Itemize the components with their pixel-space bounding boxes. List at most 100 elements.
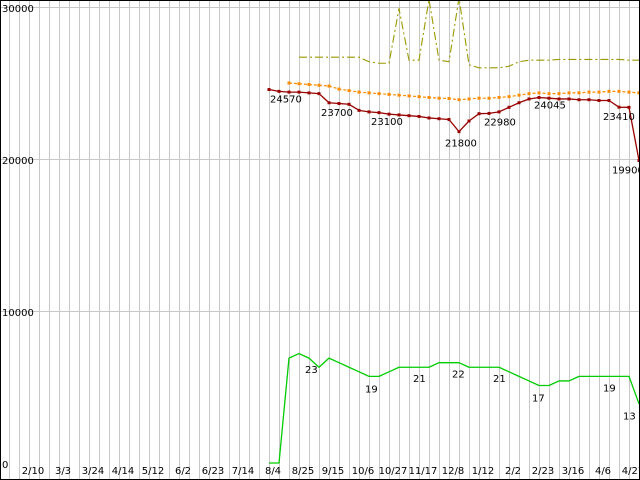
point-marker [477,112,481,116]
point-marker [287,90,291,94]
point-marker [287,81,291,85]
data-point-label: 19 [365,384,378,395]
data-point-label: 23 [305,365,318,376]
x-tick-label: 9/15 [322,466,344,477]
point-marker [467,97,471,101]
point-marker [637,91,639,95]
point-marker [477,96,481,100]
point-marker [327,101,331,105]
point-marker [357,90,361,94]
point-marker [357,108,361,112]
point-marker [407,94,411,98]
point-marker [347,102,351,106]
series-green-solid-line [269,352,639,464]
point-marker [567,91,571,95]
x-tick-label: 5/12 [142,466,164,477]
point-marker [467,119,471,123]
point-marker [617,89,621,93]
x-tick-label: 6/23 [202,466,224,477]
point-marker [427,116,431,120]
x-tick-label: 1/12 [472,466,494,477]
point-marker [457,98,461,102]
data-point-label: 22 [452,370,465,381]
point-marker [277,89,281,93]
point-marker [567,97,571,101]
x-tick-label: 3/24 [82,466,104,477]
data-point-label: 17 [532,393,545,404]
x-tick-label: 2/23 [532,466,554,477]
data-point-label: 24045 [534,101,566,112]
y-tick-label: 30000 [2,4,34,15]
x-tick-label: 6/2 [175,466,191,477]
value-annotations: 24570 23700 23100 21800 22980 24045 23410 19900… [270,95,639,423]
point-marker [317,92,321,96]
point-marker [557,92,561,96]
data-point-label: 23100 [371,117,403,128]
point-marker [587,98,591,102]
point-marker [377,92,381,96]
series-orange-dashed-line [287,81,639,102]
point-marker [627,90,631,94]
point-marker [577,98,581,102]
point-marker [597,90,601,94]
point-marker [317,83,321,87]
point-marker [437,117,441,121]
point-marker [517,101,521,105]
point-marker [417,114,421,118]
axis-labels: 0 10000 20000 30000 2/10 3/3 3/24 4/14 5/12 6/2 6/… [2,4,639,477]
point-marker [507,95,511,99]
point-marker [337,87,341,91]
point-marker [387,92,391,96]
point-marker [627,105,631,109]
point-marker [497,110,501,114]
point-marker [537,91,541,95]
x-tick-label: 4/14 [112,466,134,477]
x-tick-label: 12/8 [442,466,464,477]
series-red-solid-line [267,88,639,163]
point-marker [297,90,301,94]
point-marker [297,82,301,86]
point-marker [507,105,511,109]
point-marker [447,97,451,101]
point-marker [387,112,391,116]
point-marker [367,91,371,95]
x-tick-label: 10/6 [352,466,374,477]
data-point-label: 22980 [484,118,516,129]
x-tick-label: 7/14 [232,466,254,477]
point-marker [617,105,621,109]
point-marker [587,90,591,94]
point-marker [487,111,491,115]
x-tick-label: 4/6 [595,466,611,477]
data-point-label: 13 [623,412,636,423]
y-tick-label: 0 [2,460,8,471]
point-marker [307,83,311,87]
point-marker [557,97,561,101]
point-marker [437,96,441,100]
point-marker [527,92,531,96]
point-marker [637,159,639,163]
point-marker [427,95,431,99]
y-tick-label: 20000 [2,156,34,167]
x-tick-label: 8/4 [265,466,281,477]
point-marker [337,102,341,106]
x-tick-label: 10/27 [379,466,408,477]
point-marker [367,110,371,114]
data-point-label: 21800 [445,139,477,150]
point-marker [457,130,461,134]
point-marker [347,89,351,93]
y-tick-label: 10000 [2,308,34,319]
x-tick-label: 3/3 [55,466,71,477]
point-marker [577,91,581,95]
point-marker [407,114,411,118]
point-marker [397,113,401,117]
point-marker [607,89,611,93]
point-marker [547,96,551,100]
data-point-label: 21 [493,374,506,385]
point-marker [267,88,271,92]
point-marker [307,91,311,95]
point-marker [597,98,601,102]
point-marker [517,93,521,97]
